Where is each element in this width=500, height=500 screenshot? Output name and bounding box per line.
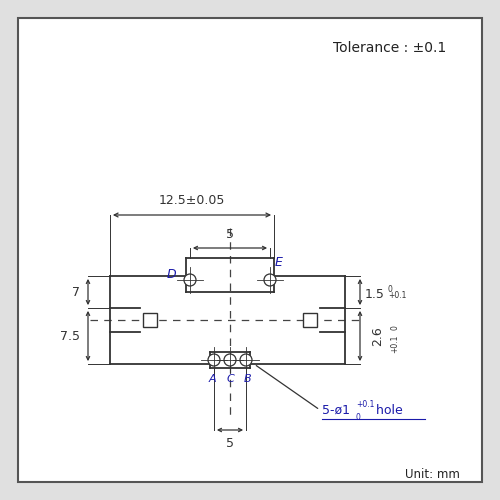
- Text: Tolerance : ±0.1: Tolerance : ±0.1: [334, 41, 446, 55]
- Text: +0.1: +0.1: [356, 400, 374, 409]
- Text: 7: 7: [72, 286, 80, 298]
- Text: A: A: [208, 374, 216, 384]
- Bar: [143, 313, 157, 327]
- Text: Unit: mm: Unit: mm: [405, 468, 460, 481]
- Text: 0: 0: [388, 286, 393, 294]
- Text: D: D: [166, 268, 176, 280]
- Text: 12.5±0.05: 12.5±0.05: [159, 194, 225, 207]
- Circle shape: [184, 274, 196, 286]
- Circle shape: [264, 274, 276, 286]
- Bar: [303, 313, 317, 327]
- Text: 0: 0: [356, 413, 361, 422]
- Text: hole: hole: [372, 404, 403, 416]
- Text: C: C: [226, 374, 234, 384]
- Text: 5: 5: [226, 228, 234, 241]
- Circle shape: [208, 354, 220, 366]
- Text: +0.1: +0.1: [388, 292, 406, 300]
- Circle shape: [224, 354, 236, 366]
- Text: 5: 5: [226, 437, 234, 450]
- Text: 2.6: 2.6: [372, 326, 384, 346]
- Text: +0.1: +0.1: [390, 335, 399, 353]
- Text: 5-ø1: 5-ø1: [322, 404, 350, 416]
- Text: B: B: [244, 374, 252, 384]
- Text: 1.5: 1.5: [365, 288, 385, 300]
- Text: E: E: [275, 256, 283, 268]
- Text: 7.5: 7.5: [60, 330, 80, 342]
- Text: 0: 0: [390, 326, 399, 330]
- Circle shape: [240, 354, 252, 366]
